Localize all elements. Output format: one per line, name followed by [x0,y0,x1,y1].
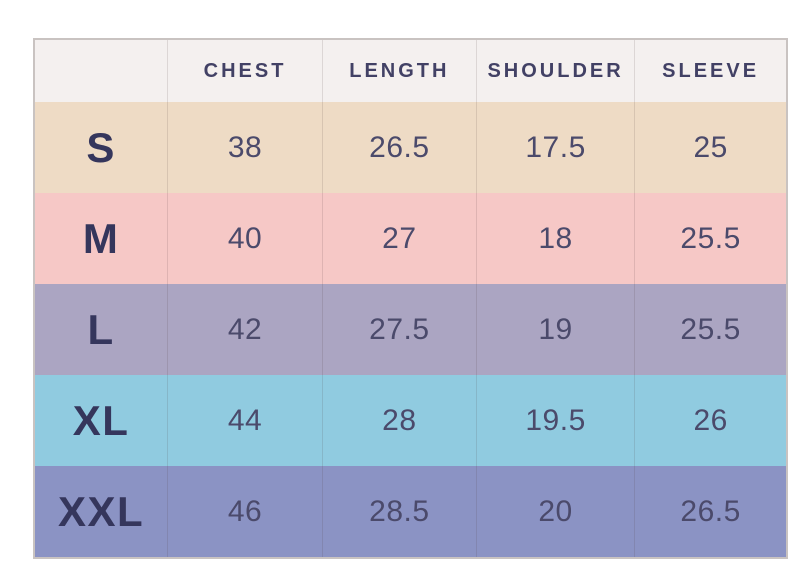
size-chart-table: CHEST LENGTH SHOULDER SLEEVE S 38 26.5 17.5 25 M 4… [33,38,788,559]
value-cell-length: 26.5 [321,102,476,193]
size-row-xxl: XXL 46 28.5 20 26.5 [35,466,786,557]
value-cell-shoulder: 19 [475,284,634,375]
value-cell-shoulder: 18 [475,193,634,284]
size-row-xl: XL 44 28 19.5 26 [35,375,786,466]
value-cell-chest: 42 [167,284,322,375]
value-cell-chest: 44 [167,375,322,466]
value-cell-sleeve: 25.5 [634,284,786,375]
value-cell-length: 27 [321,193,476,284]
size-row-l: L 42 27.5 19 25.5 [35,284,786,375]
size-label: S [86,123,116,171]
value-cell-sleeve: 25.5 [634,193,786,284]
size-label: XL [72,396,130,444]
header-row: CHEST LENGTH SHOULDER SLEEVE [35,40,786,102]
header-cell-chest: CHEST [167,40,322,102]
value-cell-sleeve: 25 [634,102,786,193]
value-cell-chest: 46 [167,466,322,557]
size-row-s: S 38 26.5 17.5 25 [35,102,786,193]
value-cell-length: 28 [321,375,476,466]
size-row-m: M 40 27 18 25.5 [35,193,786,284]
header-cell-sleeve: SLEEVE [634,40,786,102]
size-label: L [87,305,115,353]
value-cell-shoulder: 20 [475,466,634,557]
header-cell-shoulder: SHOULDER [475,40,634,102]
value-cell-shoulder: 17.5 [475,102,634,193]
value-cell-shoulder: 19.5 [475,375,634,466]
header-cell-length: LENGTH [321,40,476,102]
value-cell-length: 28.5 [321,466,476,557]
value-cell-chest: 38 [167,102,322,193]
size-column-header [35,40,167,102]
size-label: M [82,214,120,262]
value-cell-length: 27.5 [321,284,476,375]
value-cell-sleeve: 26.5 [634,466,786,557]
value-cell-sleeve: 26 [634,375,786,466]
size-label: XXL [57,487,145,535]
value-cell-chest: 40 [167,193,322,284]
